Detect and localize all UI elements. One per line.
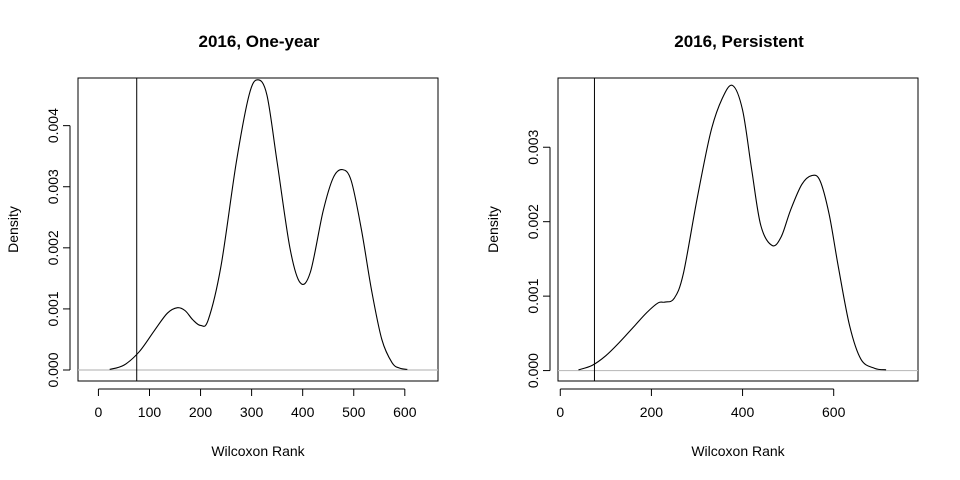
y-tick-label: 0.000 (525, 353, 541, 388)
y-tick-label: 0.001 (45, 291, 61, 326)
plot-frame (77, 77, 439, 382)
x-axis-label: Wilcoxon Rank (691, 443, 785, 459)
x-tick-label: 400 (291, 404, 315, 420)
x-tick-label: 600 (393, 404, 417, 420)
density-curve (109, 79, 408, 370)
x-tick-label: 500 (342, 404, 366, 420)
y-axis-label: Density (5, 206, 21, 253)
x-tick-label: 0 (95, 404, 103, 420)
y-tick-label: 0.003 (45, 169, 61, 204)
y-tick-label: 0.003 (525, 130, 541, 165)
x-axis-label: Wilcoxon Rank (211, 443, 305, 459)
x-tick-label: 600 (822, 404, 846, 420)
y-tick-label: 0.001 (525, 278, 541, 313)
y-tick-label: 0.004 (45, 108, 61, 143)
x-tick-label: 0 (556, 404, 564, 420)
x-tick-label: 100 (138, 404, 162, 420)
plot-frame (557, 77, 919, 382)
y-tick-label: 0.002 (45, 230, 61, 265)
panel-persistent: 2016, Persistent 0 200 400 600 0.000 0.001 0.00… (485, 32, 919, 459)
x-tick-label: 300 (240, 404, 264, 420)
chart-title: 2016, Persistent (674, 32, 804, 51)
x-tick-label: 200 (189, 404, 213, 420)
chart-title: 2016, One-year (199, 32, 320, 51)
y-axis-label: Density (485, 206, 501, 253)
x-tick-label: 200 (640, 404, 664, 420)
y-tick-label: 0.000 (45, 352, 61, 387)
y-tick-label: 0.002 (525, 204, 541, 239)
x-tick-label: 400 (731, 404, 755, 420)
panel-one-year: 2016, One-year 0 100 200 300 400 500 600 0.000 0.… (5, 32, 439, 459)
density-curve (578, 84, 887, 371)
